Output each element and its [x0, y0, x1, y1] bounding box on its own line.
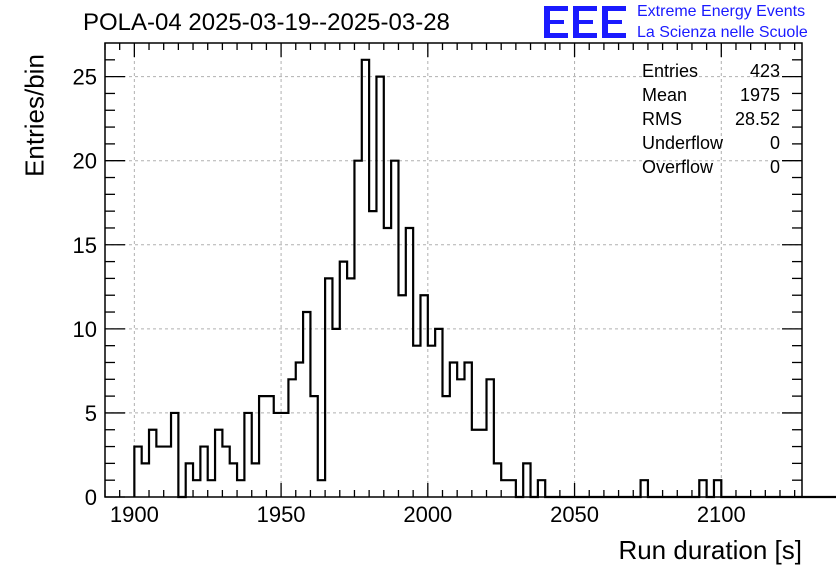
stats-row-mean: Mean 1975: [642, 83, 780, 107]
histogram-bin: [472, 430, 479, 497]
logo-line-2: La Scienza nelle Scuole: [637, 24, 808, 41]
plot-frame: [104, 42, 803, 498]
histogram-bin: [288, 379, 295, 497]
histogram-bin: [266, 396, 273, 497]
eee-logo-icon: [544, 6, 626, 38]
histogram-bin: [274, 413, 281, 497]
histogram-bin: [193, 480, 200, 497]
tick-marks: [104, 43, 802, 498]
stats-label: RMS: [642, 109, 682, 129]
tick-labels: 1900 1950 2000 2050 2100 0 5 10 15 20 25: [73, 65, 746, 527]
histogram-bin: [457, 379, 464, 497]
histogram-bin: [523, 463, 530, 497]
histogram-bin: [325, 278, 332, 497]
grid-lines: [105, 43, 802, 497]
x-tick-label: 2050: [550, 502, 599, 527]
stats-label: Mean: [642, 85, 688, 105]
histogram-bin: [134, 447, 141, 497]
logo-line-1: Extreme Energy Events: [637, 3, 806, 20]
histogram-bin: [310, 396, 317, 497]
histogram-bin: [156, 447, 163, 497]
stats-label: Underflow: [642, 133, 724, 153]
histogram-bin: [369, 211, 376, 497]
x-tick-label: 2100: [697, 502, 746, 527]
histogram-bin: [222, 447, 229, 497]
histogram-bin: [171, 413, 178, 497]
histogram-bin: [487, 379, 494, 497]
stats-label: Entries: [642, 61, 699, 81]
histogram-bin: [362, 60, 369, 497]
histogram-bin: [413, 346, 420, 497]
stats-value: 423: [749, 61, 780, 81]
histogram-bin: [714, 480, 721, 497]
histogram-bin: [376, 77, 383, 497]
histogram-bin: [347, 278, 354, 497]
histogram-bin: [142, 463, 149, 497]
chart-title: POLA-04 2025-03-19--2025-03-28: [83, 9, 450, 36]
y-tick-label: 15: [73, 233, 97, 258]
histogram-bin: [699, 480, 706, 497]
histogram-bin: [259, 396, 266, 497]
stats-label: Overflow: [642, 157, 714, 177]
histogram-bin: [281, 413, 288, 497]
x-tick-label: 1950: [257, 502, 306, 527]
stats-value: 0: [769, 157, 780, 177]
stats-row-underflow: Underflow 0: [642, 131, 780, 155]
histogram-bin: [406, 228, 413, 497]
histogram-bin: [215, 430, 222, 497]
histogram-bin: [230, 463, 237, 497]
histogram-bin: [420, 295, 427, 497]
y-tick-label: 25: [73, 65, 97, 90]
histogram-bin: [538, 480, 545, 497]
histogram-bin: [450, 362, 457, 497]
histogram-bin: [641, 480, 648, 497]
stats-value: 0: [769, 133, 780, 153]
axes: [104, 42, 803, 498]
x-tick-label: 1900: [110, 502, 159, 527]
stats-value: 1975: [739, 85, 780, 105]
histogram-bin: [398, 295, 405, 497]
histogram-bin: [252, 463, 259, 497]
histogram-bin: [237, 480, 244, 497]
stats-row-overflow: Overflow 0: [642, 155, 780, 179]
histogram-bin: [303, 312, 310, 497]
x-tick-label: 2000: [403, 502, 452, 527]
y-tick-label: 0: [85, 485, 97, 510]
y-axis-label: Entries/bin: [19, 54, 50, 177]
histogram-bin: [384, 228, 391, 497]
histogram-bin: [164, 447, 171, 497]
y-tick-label: 5: [85, 401, 97, 426]
histogram-bin: [465, 362, 472, 497]
histogram-bin: [296, 362, 303, 497]
histogram-bin: [494, 463, 501, 497]
histogram-bin: [428, 346, 435, 497]
histogram-bin: [208, 480, 215, 497]
histogram-bin: [340, 262, 347, 497]
histogram-bin: [318, 480, 325, 497]
histogram-bin: [442, 396, 449, 497]
histogram-bin: [509, 480, 516, 497]
histogram-bin: [501, 480, 508, 497]
histogram-bin: [479, 430, 486, 497]
histogram-bin: [186, 463, 193, 497]
histogram-bin: [244, 413, 251, 497]
stats-row-entries: Entries 423: [642, 59, 780, 83]
stats-box: Entries 423 Mean 1975 RMS 28.52 Underflow 0 …: [642, 59, 780, 179]
histogram-bin: [200, 447, 207, 497]
stats-row-rms: RMS 28.52: [642, 107, 780, 131]
y-tick-label: 10: [73, 317, 97, 342]
stats-value: 28.52: [734, 109, 780, 129]
histogram-bin: [149, 430, 156, 497]
y-tick-label: 20: [73, 149, 97, 174]
x-axis-label: Run duration [s]: [618, 535, 802, 565]
